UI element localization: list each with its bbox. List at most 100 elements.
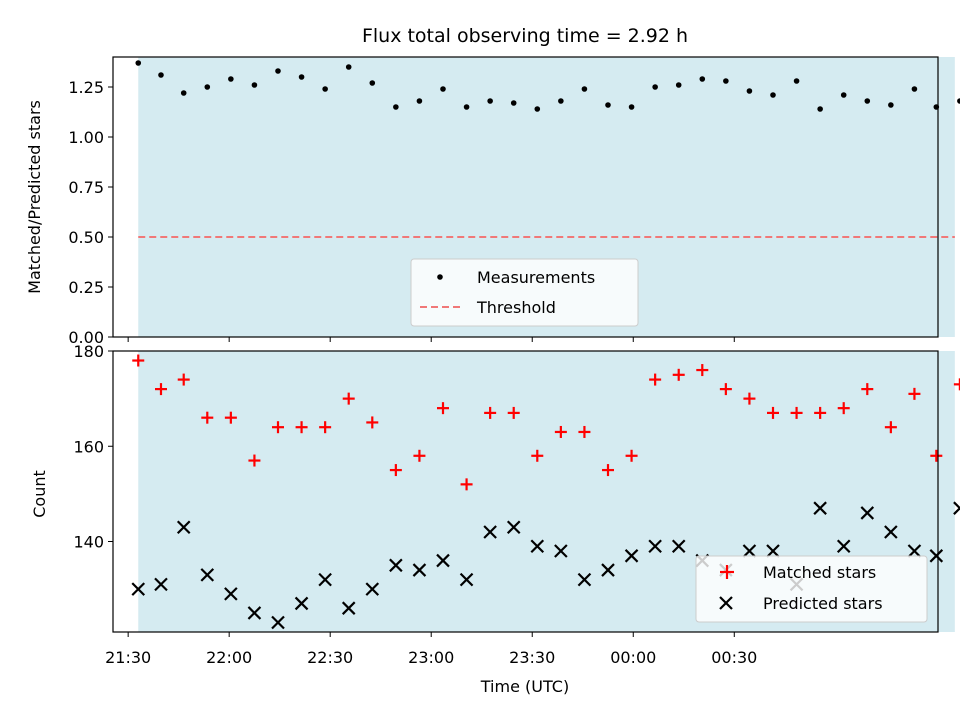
y-tick-label: 160 — [73, 437, 104, 456]
top-panel: 0.00 0.25 0.50 0.75 1.00 1.25 Matched/Predict… — [25, 56, 960, 347]
matched-star-point — [719, 383, 732, 396]
measurement-point — [534, 106, 541, 112]
matched-star-point — [295, 421, 308, 434]
predicted-star-point — [436, 553, 450, 568]
predicted-star-point — [483, 525, 497, 539]
matched-star-point — [389, 464, 402, 477]
predicted-star-point — [884, 525, 898, 539]
measurement-point — [369, 80, 376, 86]
y-tick-label: 1.25 — [68, 78, 104, 97]
matched-star-point — [743, 392, 756, 405]
y-tick-label: 140 — [73, 533, 104, 552]
measurement-point — [746, 88, 753, 94]
measurement-point — [840, 92, 847, 98]
measurement-point — [957, 98, 960, 104]
measurement-point — [416, 98, 423, 104]
predicted-star-point — [389, 558, 403, 573]
y-tick-label: 0.25 — [68, 278, 104, 297]
predicted-star-point — [131, 582, 146, 596]
predicted-star-point — [459, 572, 474, 587]
predicted-star-point — [742, 544, 757, 558]
top-x-ticks — [127, 337, 735, 342]
x-tick-label: 23:30 — [509, 648, 555, 667]
matched-star-point — [696, 364, 709, 377]
predicted-star-point — [530, 539, 545, 554]
measurement-point — [275, 68, 281, 74]
measurement-point — [911, 86, 918, 92]
measurement-point — [135, 60, 142, 66]
matched-star-point — [460, 478, 473, 491]
measurement-point — [228, 76, 234, 82]
measurement-point — [817, 106, 823, 112]
matched-stars-points — [132, 354, 960, 491]
legend-threshold-label: Threshold — [476, 298, 556, 317]
matched-star-point — [484, 406, 497, 419]
predicted-star-point — [648, 539, 662, 554]
matched-star-point — [154, 383, 167, 396]
predicted-star-point — [836, 539, 851, 554]
matched-star-point — [767, 406, 779, 419]
measurement-point — [605, 102, 611, 108]
measurement-points — [135, 60, 960, 112]
matched-star-point — [201, 411, 214, 424]
measurement-point — [770, 92, 776, 98]
measurement-point — [204, 84, 211, 90]
x-tick-label: 22:30 — [307, 648, 353, 667]
matched-star-point — [507, 406, 520, 419]
y-tick-label: 1.00 — [68, 128, 104, 147]
measurement-point — [793, 78, 800, 84]
measurement-point — [628, 104, 635, 110]
measurement-point — [298, 74, 305, 80]
legend-predicted-marker — [719, 596, 733, 610]
matched-star-point — [578, 425, 591, 438]
measurement-point — [251, 82, 258, 88]
predicted-star-point — [154, 577, 168, 592]
predicted-star-point — [813, 501, 827, 515]
legend-matched-marker — [720, 565, 734, 579]
predicted-star-point — [860, 506, 875, 520]
bottom-x-ticks: 21:30 22:00 22:30 23:00 23:30 00:00 00:30 — [105, 632, 757, 667]
matched-star-point — [649, 373, 662, 386]
measurement-point — [652, 84, 658, 90]
bottom-y-axis-label: Count — [30, 470, 49, 518]
measurement-point — [345, 64, 352, 70]
legend-measurements-label: Measurements — [477, 268, 595, 287]
matched-star-point — [272, 421, 284, 434]
measurement-point — [558, 98, 564, 104]
predicted-star-point — [671, 539, 686, 554]
x-tick-label: 23:00 — [408, 648, 454, 667]
predicted-star-point — [766, 544, 780, 558]
predicted-star-point — [929, 549, 944, 563]
top-legend: Measurements Threshold — [410, 258, 639, 327]
y-tick-label: 0.75 — [68, 178, 104, 197]
matched-star-point — [248, 454, 261, 467]
matched-star-point — [366, 416, 379, 429]
measurement-point — [322, 86, 328, 92]
chart-title: Flux total observing time = 2.92 h — [362, 25, 688, 47]
measurement-point — [180, 90, 187, 96]
predicted-star-point — [341, 601, 356, 615]
measurement-point — [675, 82, 682, 88]
legend-matched-label: Matched stars — [763, 563, 876, 582]
measurement-point — [158, 72, 164, 78]
matched-star-point — [224, 411, 237, 424]
predicted-star-point — [200, 568, 215, 582]
y-tick-label: 180 — [73, 342, 104, 361]
matched-star-point — [672, 368, 685, 381]
measurement-point — [864, 98, 871, 104]
x-axis-label: Time (UTC) — [480, 677, 569, 696]
legend-predicted-label: Predicted stars — [763, 594, 883, 613]
bottom-panel: 140 160 180 21:30 22:00 22:30 23:00 23:30 00:00… — [30, 342, 960, 696]
matched-star-point — [342, 392, 355, 405]
predicted-star-point — [601, 563, 615, 577]
predicted-star-point — [365, 582, 380, 596]
y-tick-label: 0.00 — [68, 328, 104, 347]
x-tick-label: 00:00 — [610, 648, 656, 667]
predicted-star-point — [224, 587, 238, 601]
matched-star-point — [837, 402, 850, 415]
matched-star-point — [177, 373, 190, 386]
x-tick-label: 22:00 — [206, 648, 252, 667]
top-y-axis-label: Matched/Predicted stars — [25, 100, 44, 294]
top-axes-frame — [112, 56, 939, 338]
